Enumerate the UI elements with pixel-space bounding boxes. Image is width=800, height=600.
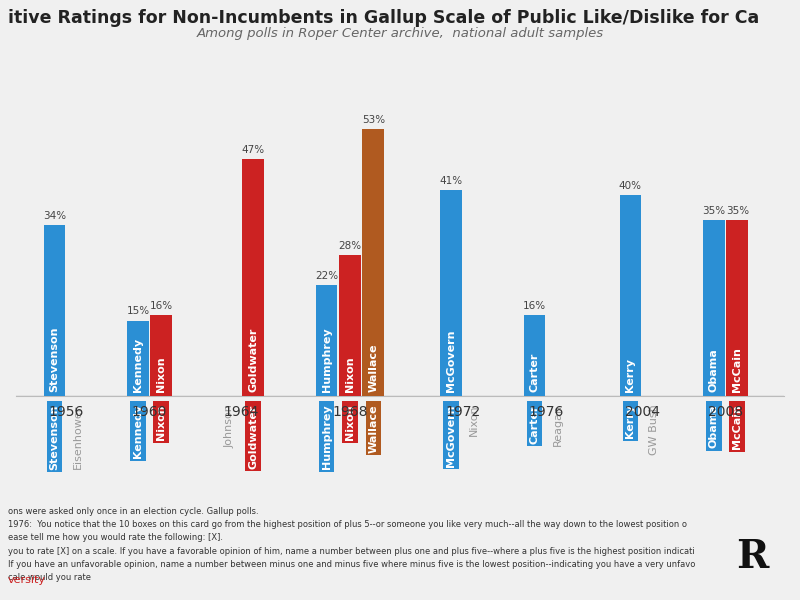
Text: If you have an unfavorable opinion, name a number between minus one and minus fi: If you have an unfavorable opinion, name… [8, 560, 695, 569]
Bar [440, 190, 462, 396]
Bar [316, 285, 338, 396]
Text: 22%: 22% [315, 271, 338, 281]
Text: Kennedy: Kennedy [133, 404, 143, 458]
Bar [339, 255, 361, 396]
Text: Kerry: Kerry [626, 404, 635, 438]
Text: 28%: 28% [338, 241, 362, 251]
Text: 41%: 41% [439, 176, 462, 185]
Text: 1960: 1960 [132, 406, 167, 419]
Bar [127, 320, 149, 396]
Text: McCain: McCain [732, 404, 742, 449]
Text: Goldwater: Goldwater [248, 328, 258, 392]
Text: 15%: 15% [126, 307, 150, 316]
Text: Nixon: Nixon [156, 404, 166, 440]
Text: 40%: 40% [619, 181, 642, 191]
Text: Eisenhower: Eisenhower [73, 404, 82, 469]
Text: 2008: 2008 [708, 406, 743, 419]
Text: Humphrey: Humphrey [322, 328, 331, 392]
Text: 1956: 1956 [48, 406, 84, 419]
Text: McCain: McCain [732, 347, 742, 392]
Text: Humphrey: Humphrey [322, 404, 331, 469]
Text: Carter: Carter [530, 404, 539, 443]
Text: 34%: 34% [43, 211, 66, 221]
Text: Kennedy: Kennedy [133, 338, 143, 392]
Text: 35%: 35% [702, 206, 726, 216]
Text: Nixon: Nixon [470, 404, 479, 436]
Text: you to rate [X] on a scale. If you have a favorable opinion of him, name a numbe: you to rate [X] on a scale. If you have … [8, 547, 694, 556]
Text: 47%: 47% [242, 145, 265, 155]
Text: 35%: 35% [726, 206, 749, 216]
Text: itive Ratings for Non-Incumbents in Gallup Scale of Public Like/Dislike for Ca: itive Ratings for Non-Incumbents in Gall… [8, 9, 759, 27]
Text: 16%: 16% [150, 301, 173, 311]
Text: Nixon: Nixon [345, 356, 355, 392]
Text: Carter: Carter [530, 353, 539, 392]
Text: ease tell me how you would rate the following: [X].: ease tell me how you would rate the foll… [8, 533, 223, 542]
Text: Nixon: Nixon [156, 356, 166, 392]
Text: Obama: Obama [709, 404, 719, 448]
Text: 2004: 2004 [625, 406, 659, 419]
Text: Stevenson: Stevenson [50, 404, 59, 470]
Text: McGovern: McGovern [446, 329, 456, 392]
Text: versity: versity [8, 575, 46, 585]
Text: Wallace: Wallace [368, 404, 378, 452]
Text: Among polls in Roper Center archive,  national adult samples: Among polls in Roper Center archive, nat… [197, 27, 603, 40]
Text: Goldwater: Goldwater [248, 404, 258, 469]
Text: ons were asked only once in an election cycle. Gallup polls.: ons were asked only once in an election … [8, 507, 258, 516]
Text: McGovern: McGovern [446, 404, 456, 467]
Text: 1964: 1964 [224, 406, 259, 419]
Text: Johnson: Johnson [225, 404, 234, 448]
Text: 1972: 1972 [445, 406, 480, 419]
Bar [150, 316, 172, 396]
Text: 53%: 53% [362, 115, 385, 125]
Bar [703, 220, 725, 396]
Text: Reagan: Reagan [553, 404, 562, 446]
Bar [43, 225, 66, 396]
Bar [523, 316, 546, 396]
Bar [362, 129, 384, 396]
Text: 16%: 16% [523, 301, 546, 311]
Text: Obama: Obama [709, 348, 719, 392]
Bar [726, 220, 748, 396]
Bar [242, 160, 264, 396]
Text: R: R [736, 538, 768, 576]
Text: Nixon: Nixon [345, 404, 355, 440]
Text: Wallace: Wallace [368, 343, 378, 392]
Text: Stevenson: Stevenson [50, 326, 59, 392]
Text: GW Bush: GW Bush [649, 404, 658, 455]
Bar [619, 195, 642, 396]
Text: 1968: 1968 [332, 406, 368, 419]
Text: Kerry: Kerry [626, 358, 635, 392]
Text: cale would you rate: cale would you rate [8, 573, 91, 582]
Text: 1976:  You notice that the 10 boxes on this card go from the highest position of: 1976: You notice that the 10 boxes on th… [8, 520, 687, 529]
Text: 1976: 1976 [528, 406, 564, 419]
